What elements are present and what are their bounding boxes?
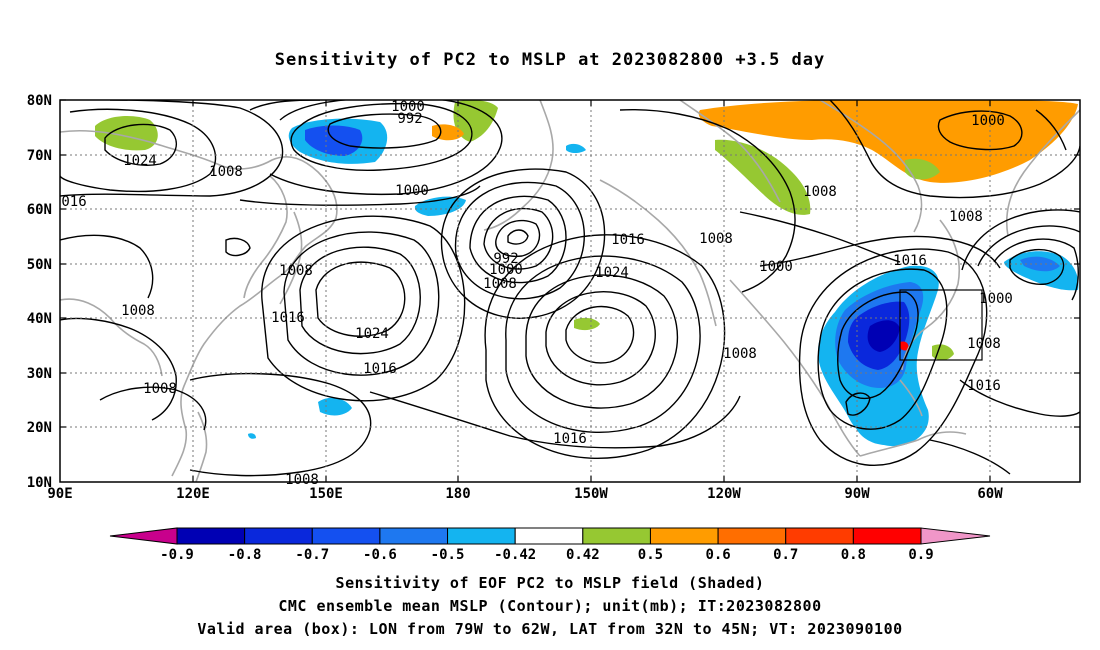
contour-label: 1008: [483, 276, 517, 292]
shade-arctic-green-2: [905, 158, 940, 180]
contour-label: 1000: [979, 291, 1013, 307]
shade-useast-green: [932, 344, 954, 361]
colorbar-label: 0.42: [566, 547, 600, 563]
shade-arctic-orange: [698, 100, 1078, 183]
colorbar: -0.9 -0.8 -0.7 -0.6 -0.5 -0.42 0.42 0.5 0.6 0.7 0.…: [109, 527, 991, 563]
lat-label: 40N: [27, 311, 52, 327]
gridlines: [60, 100, 1080, 482]
contour-label: 1000: [395, 183, 429, 199]
lat-label: 30N: [27, 366, 52, 382]
contour-label: 1000: [391, 99, 425, 115]
lat-label: 10N: [27, 475, 52, 491]
contour-label: 1008: [967, 336, 1001, 352]
contour-label: 1000: [489, 262, 523, 278]
lat-label: 20N: [27, 420, 52, 436]
colorbar-label: 0.7: [773, 547, 798, 563]
colorbar-label: -0.6: [363, 547, 397, 563]
contour-label: 1024: [123, 153, 157, 169]
contour-label: 1000: [971, 113, 1005, 129]
colorbar-label: 0.6: [705, 547, 730, 563]
colorbar-box: [379, 527, 449, 545]
lon-label: 90W: [844, 486, 870, 502]
shade-bering-green: [453, 100, 498, 142]
colorbar-box: [582, 527, 651, 545]
colorbar-box: [785, 527, 854, 545]
colorbar-label: -0.5: [431, 547, 465, 563]
contour-label: 1016: [363, 361, 397, 377]
colorbar-label: -0.8: [228, 547, 262, 563]
colorbar-label: 0.8: [841, 547, 866, 563]
contour-label: 992: [493, 251, 518, 267]
lat-label: 70N: [27, 148, 52, 164]
valid-area-box: [899, 289, 983, 361]
contour-label: 1008: [699, 231, 733, 247]
caption-line-3: Valid area (box): LON from 79W to 62W, L…: [197, 620, 903, 638]
lon-label: 90E: [47, 486, 72, 502]
map-frame: [59, 99, 1081, 483]
shade-kamchatka-blue-core: [305, 125, 363, 156]
colorbar-label: 0.9: [908, 547, 933, 563]
colorbar-label: -0.42: [494, 547, 536, 563]
shade-carib-blue: [853, 399, 921, 446]
contour-label: 1008: [803, 184, 837, 200]
colorbar-high-cap: [920, 527, 991, 545]
lat-labels: 80N 70N 60N 50N 40N 30N 20N 10N: [27, 93, 52, 491]
contour-label: 1016: [893, 253, 927, 269]
colorbar-box: [852, 527, 922, 545]
colorbar-box: [311, 527, 381, 545]
contour-label: 1016: [611, 232, 645, 248]
lon-label: 180: [445, 486, 470, 502]
lon-label: 150W: [574, 486, 608, 502]
contour-label: 016: [61, 194, 86, 210]
contour-label: 1016: [553, 431, 587, 447]
contour-label: 1016: [271, 310, 305, 326]
contour-labels: 1000 992 1024 1008 016 1000 992 1000 100…: [61, 99, 1013, 488]
contour-label: 1008: [723, 346, 757, 362]
shade-arctic-green-1: [715, 139, 811, 215]
contour-label: 1024: [355, 326, 389, 342]
colorbar-low-cap: [109, 527, 178, 545]
plot-title: Sensitivity of PC2 to MSLP at 2023082800…: [274, 50, 826, 70]
contour-label: 1008: [949, 209, 983, 225]
contour-label: 1008: [279, 263, 313, 279]
colorbar-label: -0.7: [295, 547, 329, 563]
caption-line-2: CMC ensemble mean MSLP (Contour); unit(m…: [278, 597, 822, 615]
axis-ticks: [60, 99, 1080, 482]
colorbar-box: [244, 527, 313, 545]
contour-label: 1000: [759, 259, 793, 275]
lon-label: 150E: [309, 486, 343, 502]
colorbar-box: [176, 527, 246, 545]
lat-label: 80N: [27, 93, 52, 109]
colorbar-box: [514, 527, 584, 545]
contour-label: 992: [397, 111, 422, 127]
lon-labels: 90E 120E 150E 180 150W 120W 90W 60W: [47, 486, 1003, 502]
contour-label: 1016: [967, 378, 1001, 394]
contour-label: 1008: [121, 303, 155, 319]
colorbar-box: [717, 527, 787, 545]
colorbar-label: 0.5: [638, 547, 663, 563]
colorbar-box: [649, 527, 719, 545]
contour-label: 1008: [209, 164, 243, 180]
colorbar-box: [447, 527, 516, 545]
shade-speck-2: [248, 433, 256, 439]
lon-label: 60W: [977, 486, 1003, 502]
contour-label: 1024: [595, 265, 629, 281]
lat-label: 60N: [27, 202, 52, 218]
shade-useast-red: [899, 341, 909, 351]
contour-label: 1008: [285, 472, 319, 488]
shade-useast-blue-core: [867, 320, 900, 352]
lon-label: 120E: [176, 486, 210, 502]
shade-pacific-green: [574, 317, 600, 331]
caption-line-1: Sensitivity of EOF PC2 to MSLP field (Sh…: [335, 574, 765, 592]
shade-speck-1: [566, 143, 586, 153]
lat-label: 50N: [27, 257, 52, 273]
contour-label: 1008: [143, 381, 177, 397]
lon-label: 120W: [707, 486, 741, 502]
colorbar-label: -0.9: [160, 547, 194, 563]
